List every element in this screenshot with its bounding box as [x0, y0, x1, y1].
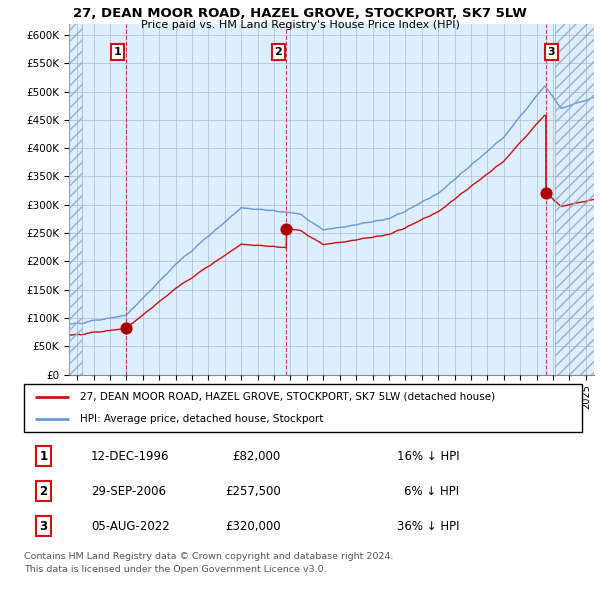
Text: Price paid vs. HM Land Registry's House Price Index (HPI): Price paid vs. HM Land Registry's House …	[140, 20, 460, 30]
Text: £82,000: £82,000	[232, 450, 281, 463]
Text: 27, DEAN MOOR ROAD, HAZEL GROVE, STOCKPORT, SK7 5LW (detached house): 27, DEAN MOOR ROAD, HAZEL GROVE, STOCKPO…	[80, 392, 495, 402]
Text: 2: 2	[274, 47, 282, 57]
Text: 36% ↓ HPI: 36% ↓ HPI	[397, 520, 459, 533]
Text: £257,500: £257,500	[225, 484, 281, 498]
Point	[121, 323, 130, 333]
Text: 05-AUG-2022: 05-AUG-2022	[91, 520, 170, 533]
Text: 2: 2	[40, 484, 47, 498]
Text: 29-SEP-2006: 29-SEP-2006	[91, 484, 166, 498]
Text: 1: 1	[40, 450, 47, 463]
Point	[541, 189, 551, 198]
Text: 16% ↓ HPI: 16% ↓ HPI	[397, 450, 459, 463]
Text: 3: 3	[40, 520, 47, 533]
Bar	[69, 6, 82, 375]
Text: Contains HM Land Registry data © Crown copyright and database right 2024.: Contains HM Land Registry data © Crown c…	[24, 552, 394, 561]
Text: 3: 3	[547, 47, 555, 57]
FancyBboxPatch shape	[24, 384, 582, 432]
Text: 12-DEC-1996: 12-DEC-1996	[91, 450, 169, 463]
Text: 1: 1	[113, 47, 121, 57]
Text: £320,000: £320,000	[225, 520, 281, 533]
Point	[281, 224, 291, 234]
Text: 6% ↓ HPI: 6% ↓ HPI	[404, 484, 459, 498]
Text: This data is licensed under the Open Government Licence v3.0.: This data is licensed under the Open Gov…	[24, 565, 326, 574]
Text: 27, DEAN MOOR ROAD, HAZEL GROVE, STOCKPORT, SK7 5LW: 27, DEAN MOOR ROAD, HAZEL GROVE, STOCKPO…	[73, 7, 527, 20]
Text: HPI: Average price, detached house, Stockport: HPI: Average price, detached house, Stoc…	[80, 414, 323, 424]
Bar	[554, 6, 594, 375]
